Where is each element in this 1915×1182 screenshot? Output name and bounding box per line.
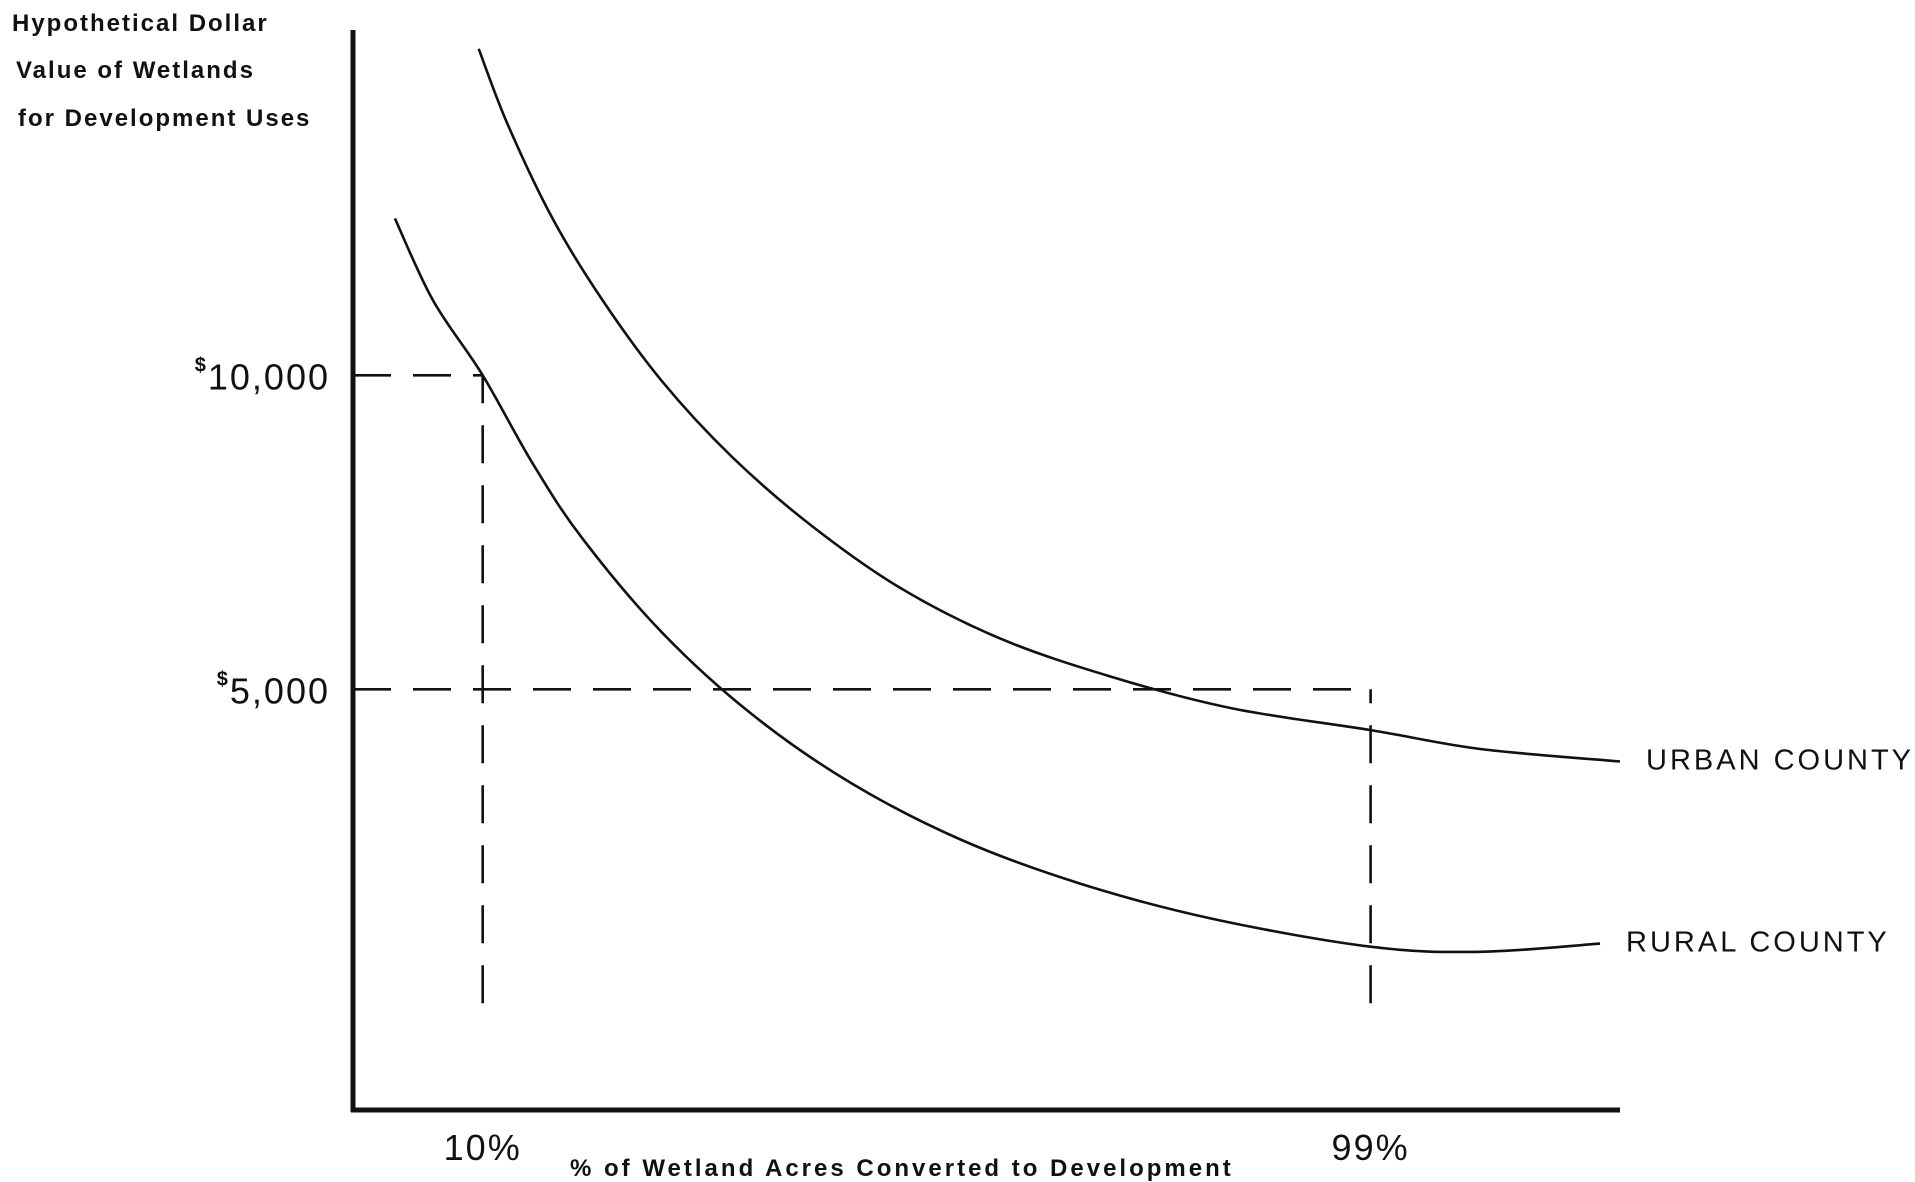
- x-tick-label-10: 10%: [444, 1127, 522, 1168]
- y-tick-labels: 10,000$5,000$: [195, 354, 330, 711]
- y-axis-label: Hypothetical Dollar Value of Wetlands fo…: [12, 10, 311, 132]
- y-tick-prefix-5000: $: [217, 668, 228, 690]
- x-axis-label: % of Wetland Acres Converted to Developm…: [570, 1155, 1234, 1182]
- series-line-rural-county: [393, 217, 1601, 954]
- x-tick-label-99: 99%: [1332, 1127, 1410, 1168]
- y-axis-label-line-3: for Development Uses: [18, 105, 311, 132]
- y-tick-prefix-10000: $: [195, 354, 206, 376]
- y-axis-label-line-2: Value of Wetlands: [16, 57, 255, 84]
- y-axis-label-line-1: Hypothetical Dollar: [12, 10, 269, 37]
- series-line-urban-county: [477, 48, 1621, 763]
- y-tick-label-5000: 5,000: [230, 670, 330, 711]
- series-labels: URBAN COUNTY RURAL COUNTY: [1626, 745, 1914, 959]
- series-label-rural-county: RURAL COUNTY: [1626, 927, 1890, 959]
- x-tick-labels: 10% 99%: [444, 1127, 1410, 1168]
- series-label-urban-county: URBAN COUNTY: [1646, 745, 1914, 777]
- y-tick-label-10000: 10,000: [208, 356, 330, 397]
- series-curves: [393, 48, 1621, 954]
- reference-lines: [353, 374, 1372, 1004]
